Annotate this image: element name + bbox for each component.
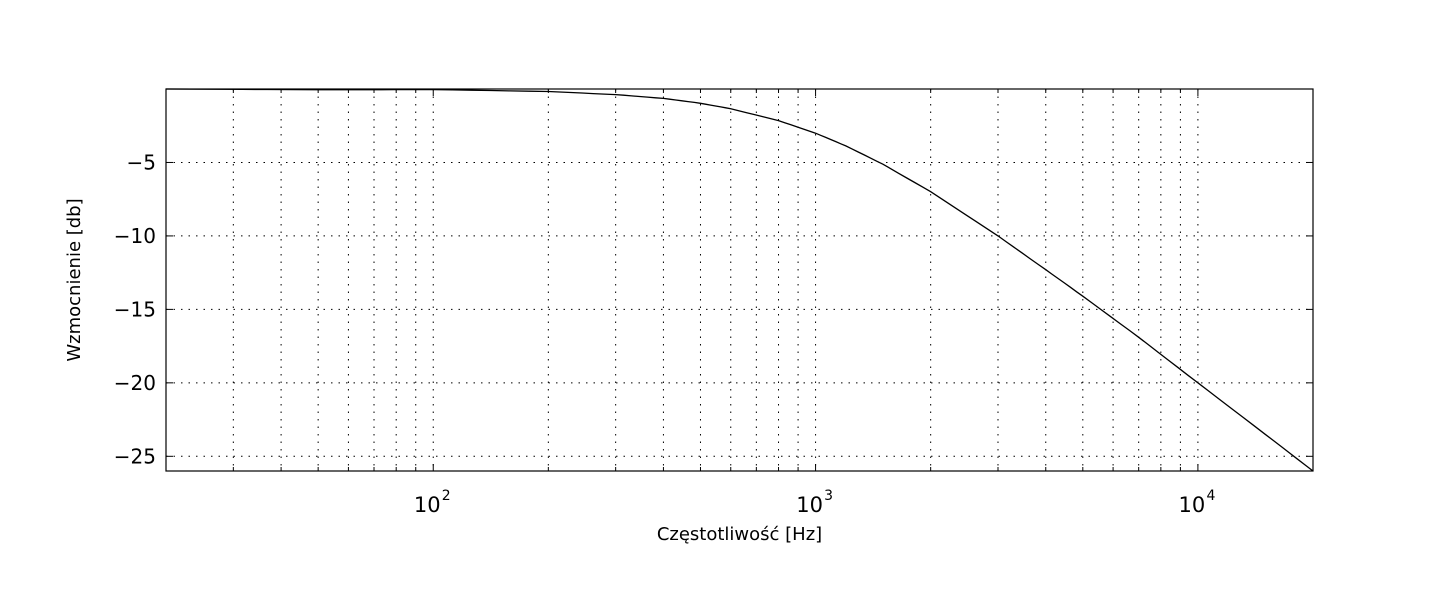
y-tick-label: −10 xyxy=(114,224,156,248)
y-tick-label: −5 xyxy=(127,150,156,174)
x-tick-exponent: 4 xyxy=(1206,488,1215,504)
y-tick-label: −15 xyxy=(114,297,156,321)
series-line xyxy=(165,88,1314,472)
x-tick-labels: 10 2 10 3 10 4 xyxy=(414,488,1216,517)
y-axis-label: Wzmocnienie [db] xyxy=(64,198,85,361)
plot-frame xyxy=(165,88,1314,472)
y-tick-label: −25 xyxy=(114,444,156,468)
x-tick-label: 10 xyxy=(414,493,441,517)
x-tick-exponent: 2 xyxy=(442,488,451,504)
x-tick-exponent: 3 xyxy=(824,488,833,504)
x-tick-label: 10 xyxy=(1179,493,1206,517)
x-axis-label: Częstotliwość [Hz] xyxy=(657,524,822,545)
tick-marks xyxy=(165,89,1314,471)
y-tick-label: −20 xyxy=(114,371,156,395)
grid xyxy=(165,89,1314,471)
y-tick-labels: −5 −10 −15 −20 −25 xyxy=(114,150,156,468)
x-tick-label: 10 xyxy=(796,493,823,517)
